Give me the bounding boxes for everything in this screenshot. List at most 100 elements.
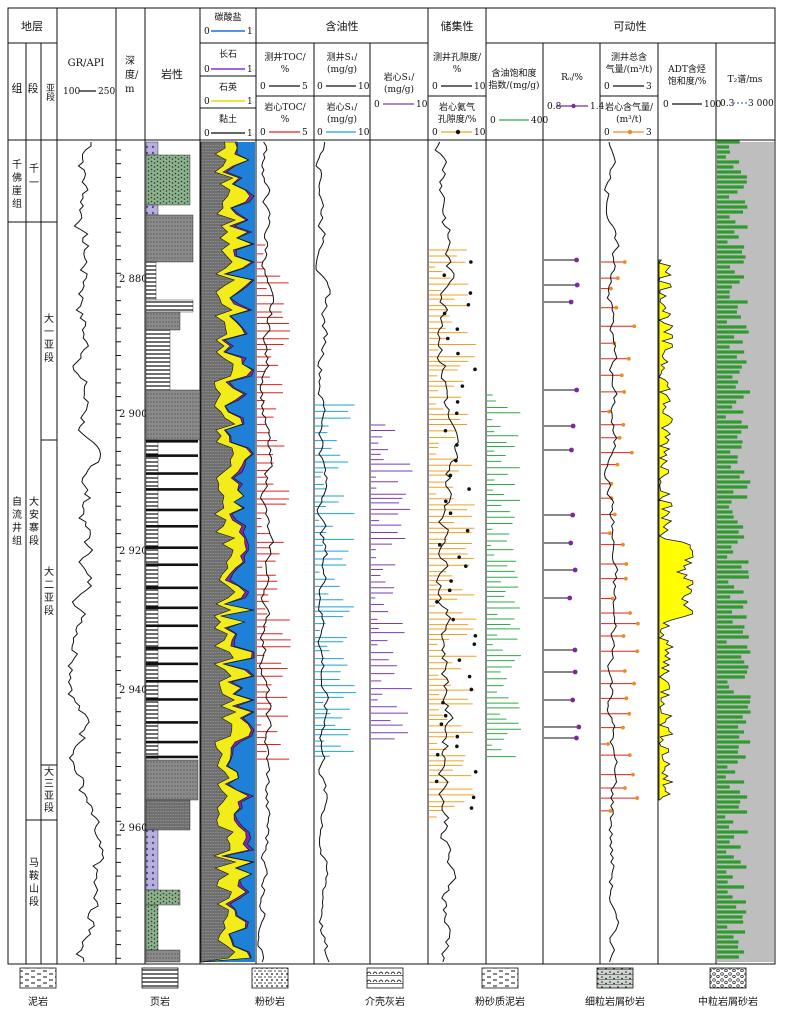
- porosity-core-point: [460, 384, 465, 388]
- gas-core-point: [628, 611, 632, 615]
- group-label-1-char: 自: [12, 495, 22, 508]
- oil-sat-header-0: 含油饱和度: [491, 67, 536, 79]
- lithology-block-5: [145, 299, 194, 313]
- porosity-core-point: [469, 687, 474, 692]
- t2-range-min: 0.3: [720, 99, 735, 109]
- lithology-bar: [146, 454, 198, 457]
- porosity-core-point: [457, 555, 461, 559]
- subsegment-label-0-char: 大: [44, 312, 54, 325]
- ro-point: [574, 735, 579, 741]
- gas-core-point: [621, 422, 626, 427]
- gas-core-point: [622, 390, 627, 394]
- porosity-core-point: [437, 543, 442, 547]
- por-log-header-0: 测井孔隙度/: [433, 51, 482, 63]
- porosity-core-point: [455, 327, 460, 331]
- porosity-core-point: [472, 642, 477, 646]
- lithology-bar: [146, 679, 198, 683]
- clay-area: [200, 141, 237, 963]
- gas-log-curve: [603, 141, 620, 963]
- s1-core-scale-max: 10: [358, 128, 370, 138]
- gas-core-point: [629, 450, 634, 455]
- legend-swatch-medium-sandstone: [709, 967, 747, 989]
- depth-track: 2 880 2 900 2 920 2 940 2 960: [116, 149, 148, 959]
- toc-track: [257, 141, 291, 963]
- mineral-label-3: 黏土: [219, 113, 237, 125]
- gas-core-point: [623, 576, 628, 581]
- depth-tick-label-0: 2 880: [119, 274, 148, 285]
- gas-core-point: [632, 324, 637, 329]
- lithology-bar: [146, 472, 198, 475]
- mineral-range-max-3: 1: [247, 129, 253, 139]
- porosity-core-point: [446, 336, 450, 341]
- subsegment-label-2-char: 大: [44, 765, 54, 778]
- lithology-bar: [146, 546, 198, 549]
- lithology-block-3: [145, 214, 194, 263]
- toc-core-header-0: 岩心TOC/: [264, 101, 306, 113]
- gas-core-point: [632, 681, 636, 686]
- mineral-range-max-0: 1: [247, 27, 253, 37]
- gr-range-max: 250: [98, 87, 115, 97]
- gas-core-point: [612, 512, 617, 517]
- ro-point: [568, 299, 574, 305]
- lithology-block-1: [145, 154, 191, 206]
- segment-label-2-char: 山: [29, 883, 39, 895]
- lithology-block-7: [145, 329, 171, 391]
- storage-group-header: 储集性: [441, 19, 474, 33]
- porosity-core-point: [469, 806, 474, 810]
- lithology-bar: [146, 440, 198, 443]
- subsegment-label-1-char: 段: [44, 604, 54, 617]
- mineral-range-min-2: 0: [204, 97, 210, 107]
- lithology-track: [145, 141, 201, 963]
- gas-core-point: [635, 796, 640, 800]
- strata-header: 地层: [21, 20, 43, 33]
- mineral-range-max-2: 1: [247, 97, 253, 107]
- segment-header: 段: [28, 81, 39, 95]
- lithology-block-4: [145, 261, 157, 301]
- ro-point: [572, 669, 578, 675]
- segment-label-1-char: 寨: [29, 521, 39, 534]
- ro-point: [574, 282, 580, 288]
- lithology-legend: 泥岩 页岩 粉砂岩 介壳灰岩 粉砂质泥岩 细粒岩屑砂岩 中粒岩屑砂岩: [19, 967, 758, 1008]
- ro-point: [572, 647, 578, 653]
- depth-header-3: m: [125, 84, 135, 95]
- gas-core-point: [606, 742, 610, 746]
- porosity-core-point: [439, 722, 444, 727]
- group-header: 组: [12, 81, 23, 95]
- legend-label-silty-mudstone: 粉砂质泥岩: [475, 995, 525, 1008]
- gas-core-point: [635, 649, 640, 654]
- toc-core-scale-min: 0: [260, 128, 266, 138]
- gas-core-point: [627, 753, 632, 758]
- table-grid: [7, 7, 776, 965]
- ro-point: [570, 423, 576, 429]
- segment-label-2-char: 马: [29, 857, 39, 869]
- depth-tick-label-4: 2 960: [119, 823, 148, 834]
- gas-core-point: [607, 409, 612, 414]
- ro-point: [574, 387, 580, 393]
- toc-log-curve: [257, 141, 275, 963]
- t2-track: [717, 140, 774, 962]
- subsegment-label-2-char: 段: [44, 801, 54, 814]
- lithology-bar: [146, 586, 198, 590]
- gas-core-point: [614, 305, 619, 310]
- lithology-bar: [146, 662, 198, 666]
- s1-core2-header-0: 岩心S₁/: [384, 71, 416, 83]
- toc-log-scale-min: 0: [260, 82, 266, 92]
- gas-core-point: [615, 462, 620, 467]
- ro-scale-marker: [571, 103, 576, 109]
- s1-log-scale-min: 0: [317, 82, 323, 92]
- subsegment-label-0-char: 亚: [44, 340, 54, 351]
- depth-header-1: 深: [125, 55, 135, 67]
- porosity-core-point: [469, 260, 473, 264]
- gas-core-point: [635, 621, 640, 626]
- depth-tick-label-3: 2 940: [119, 685, 148, 696]
- legend-swatch-mudstone: [19, 967, 57, 989]
- porosity-core-point: [455, 734, 460, 739]
- adt-scale-min: 0: [663, 100, 669, 110]
